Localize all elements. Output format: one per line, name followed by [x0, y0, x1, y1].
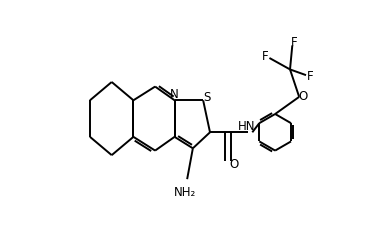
- Text: HN: HN: [238, 119, 255, 132]
- Text: F: F: [262, 49, 268, 63]
- Text: O: O: [229, 157, 239, 170]
- Text: F: F: [307, 69, 314, 82]
- Text: S: S: [203, 91, 210, 104]
- Text: F: F: [291, 36, 298, 49]
- Text: NH₂: NH₂: [174, 185, 196, 198]
- Text: O: O: [299, 90, 308, 103]
- Text: N: N: [170, 87, 179, 101]
